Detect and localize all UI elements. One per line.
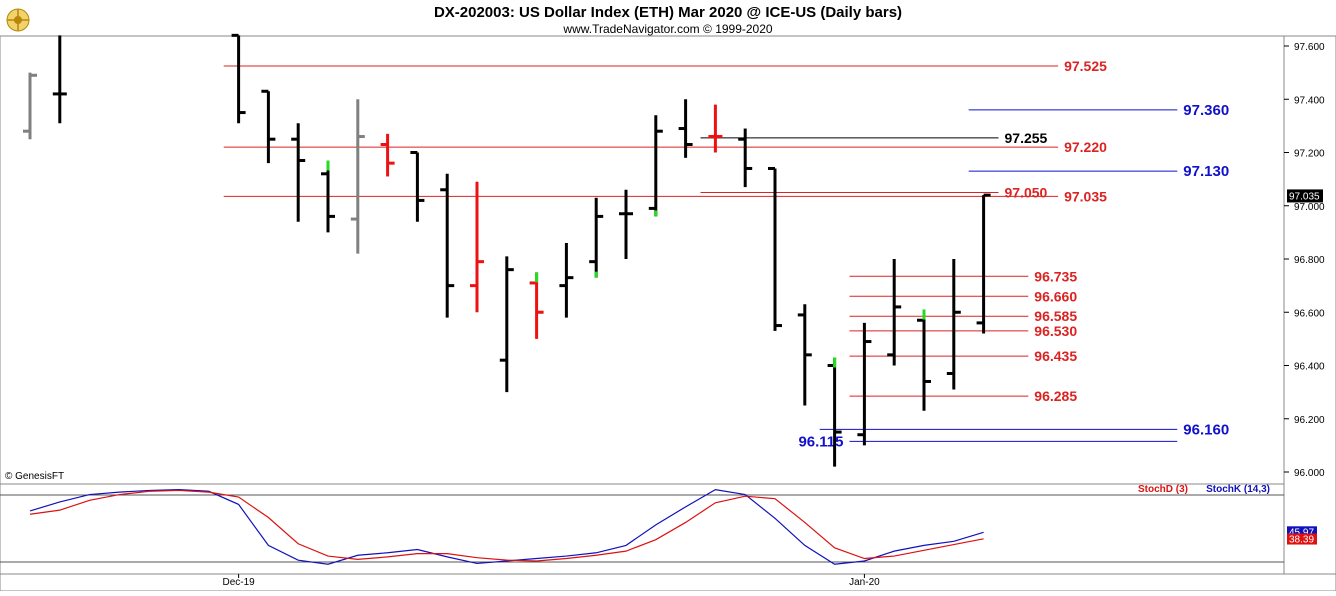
ohlc-bar [619, 189, 633, 259]
last-price-label: 97.035 [1289, 191, 1320, 202]
level-label: 96.735 [1034, 268, 1077, 284]
level-label: 97.525 [1064, 58, 1107, 74]
ohlc-bar [291, 123, 306, 222]
time-tick-label: Jan-20 [849, 577, 880, 588]
ohlc-bar [499, 256, 514, 393]
ohlc-bar [976, 193, 991, 334]
ohlc-bar [440, 173, 455, 318]
legend-stochk: StochK (14,3) [1206, 484, 1270, 495]
level-label: 96.585 [1034, 308, 1077, 324]
last-price-flag [1287, 189, 1323, 203]
price-tick-label: 96.800 [1294, 255, 1325, 266]
ohlc-bar [946, 259, 961, 390]
logo [6, 8, 30, 32]
legend-stochd: StochD (3) [1138, 484, 1188, 495]
price-tick-label: 97.400 [1294, 95, 1325, 106]
level-label: 96.160 [1183, 421, 1229, 438]
stoch-k-flag [1287, 526, 1317, 538]
stoch-d-flag [1287, 533, 1317, 545]
ohlc-bar [797, 304, 812, 406]
ohlc-bar [768, 166, 782, 331]
level-label: 97.035 [1064, 188, 1107, 204]
chart-frame [0, 35, 1336, 592]
ohlc-bar [321, 160, 335, 233]
price-tick-label: 97.600 [1294, 42, 1325, 53]
ohlc-bars [23, 33, 991, 467]
stoch-d-line [29, 489, 984, 562]
ohlc-bar [678, 99, 693, 158]
level-label: 96.285 [1034, 388, 1077, 404]
price-tick-label: 97.200 [1294, 149, 1325, 160]
ohlc-bar [589, 197, 604, 278]
time-axis: Dec-19 Jan-20 [222, 574, 880, 588]
ohlc-bar [380, 133, 395, 177]
ohlc-bar [559, 243, 574, 318]
level-label: 96.530 [1034, 323, 1077, 339]
price-tick-label: 97.000 [1294, 202, 1325, 213]
price-tick-label: 96.600 [1294, 308, 1325, 319]
ohlc-bar [857, 322, 872, 446]
level-label: 96.115 [798, 433, 843, 450]
ohlc-bar [52, 35, 67, 124]
time-tick-label: Dec-19 [222, 577, 255, 588]
ohlc-bar [708, 104, 723, 153]
stoch-k-line [29, 489, 984, 565]
level-lines: 97.525 97.360 97.255 97.220 97.130 97.050 97.0… [223, 58, 1229, 450]
level-label: 96.435 [1034, 348, 1077, 364]
level-label: 97.360 [1183, 102, 1229, 119]
stoch-d-value: 38.39 [1289, 535, 1314, 546]
chart-title: DX-202003: US Dollar Index (ETH) Mar 202… [434, 4, 902, 21]
ohlc-bar [738, 128, 753, 188]
level-label: 97.050 [1005, 184, 1048, 200]
stoch-k-value: 45.97 [1289, 527, 1314, 538]
ohlc-bar [410, 151, 425, 222]
ohlc-bar [350, 99, 365, 254]
price-tick-label: 96.000 [1294, 468, 1325, 479]
ohlc-bar [23, 72, 37, 140]
price-tick-label: 96.200 [1294, 415, 1325, 426]
price-tick-label: 96.400 [1294, 362, 1325, 373]
ohlc-bar [529, 272, 544, 339]
copyright-label: © GenesisFT [5, 471, 64, 482]
ohlc-bar [470, 181, 484, 313]
ohlc-bar [827, 357, 842, 467]
price-axis: 97.600 97.400 97.200 97.000 96.800 96.600 96.4… [1284, 42, 1325, 479]
ohlc-bar [917, 309, 931, 411]
chart-subtitle: www.TradeNavigator.com © 1999-2020 [562, 22, 772, 36]
level-label: 97.130 [1183, 163, 1229, 180]
level-label: 96.660 [1034, 288, 1077, 304]
level-label: 97.220 [1064, 139, 1107, 155]
level-label: 97.255 [1005, 130, 1048, 146]
ohlc-bar [648, 115, 663, 217]
ohlc-bar [261, 89, 276, 164]
ohlc-bar [231, 33, 246, 124]
ohlc-bar [887, 259, 902, 366]
